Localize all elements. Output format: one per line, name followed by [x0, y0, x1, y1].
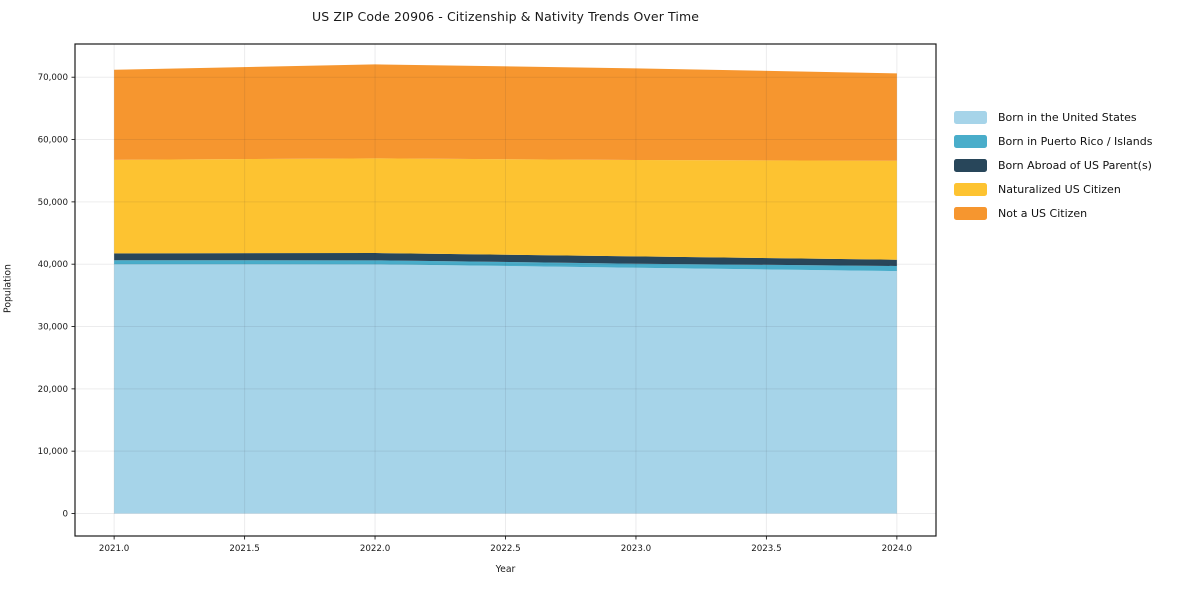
legend-swatch-icon [954, 206, 987, 220]
x-tick-label: 2023.0 [621, 544, 651, 554]
legend-swatch-icon [954, 135, 987, 149]
area-naturalized-us-citizen [114, 158, 897, 260]
area-not-a-us-citizen [114, 64, 897, 161]
legend-label: Born in the United States [998, 111, 1137, 125]
y-tick-label: 20,000 [38, 385, 68, 395]
y-tick-label: 60,000 [38, 136, 68, 146]
y-tick-label: 10,000 [38, 447, 68, 457]
legend-label: Born Abroad of US Parent(s) [998, 158, 1152, 172]
legend-label: Naturalized US Citizen [998, 182, 1121, 196]
x-tick-label: 2022.0 [360, 544, 390, 554]
legend-row: Born in the United States [954, 106, 1152, 130]
area-born-in-the-united-states [114, 264, 897, 514]
legend-swatch-icon [954, 158, 987, 172]
legend-swatch-icon [954, 182, 987, 196]
legend-row: Born in Puerto Rico / Islands [954, 130, 1152, 154]
legend-row: Born Abroad of US Parent(s) [954, 154, 1152, 178]
y-tick-label: 30,000 [38, 323, 68, 333]
x-tick-label: 2022.5 [490, 544, 520, 554]
x-axis-label: Year [495, 564, 516, 575]
legend-row: Naturalized US Citizen [954, 177, 1152, 201]
legend-label: Born in Puerto Rico / Islands [998, 135, 1153, 149]
x-tick-label: 2021.5 [229, 544, 259, 554]
y-tick-label: 0 [62, 510, 68, 520]
y-tick-label: 70,000 [38, 73, 68, 83]
y-tick-label: 50,000 [38, 198, 68, 208]
y-axis-label: Population [2, 264, 14, 313]
legend-swatch-icon [954, 111, 987, 125]
legend-label: Not a US Citizen [998, 206, 1088, 220]
chart-title: US ZIP Code 20906 - Citizenship & Nativi… [311, 9, 700, 24]
x-tick-label: 2021.0 [99, 544, 129, 554]
legend: Born in the United States Born in Puerto … [954, 106, 1152, 225]
x-tick-label: 2024.0 [882, 544, 912, 554]
legend-row: Not a US Citizen [954, 201, 1152, 225]
area-born-in-puerto-rico-islands [114, 260, 897, 272]
y-tick-label: 40,000 [38, 260, 68, 270]
x-tick-label: 2023.5 [751, 544, 781, 554]
area-born-abroad-of-us-parent-s- [114, 253, 897, 266]
